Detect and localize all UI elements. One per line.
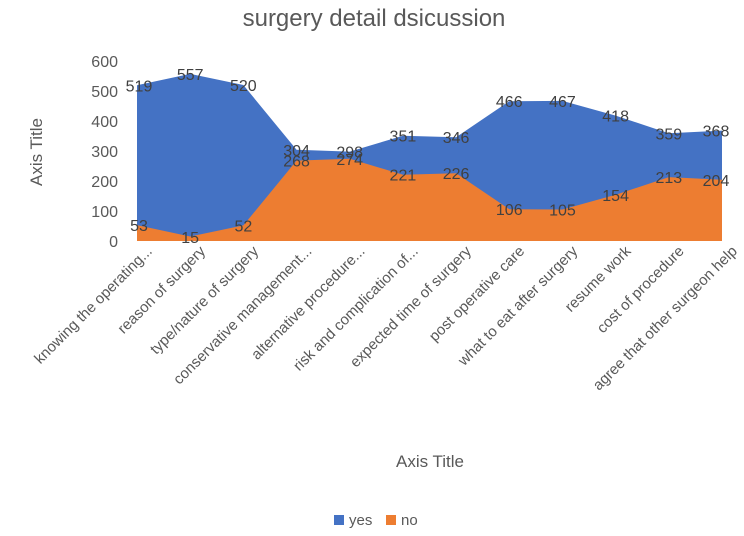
data-label-no: 226 xyxy=(443,166,470,183)
data-label-no: 204 xyxy=(703,173,730,190)
data-label-yes: 520 xyxy=(230,78,257,95)
chart-title: surgery detail dsicussion xyxy=(243,5,506,32)
data-label-no: 268 xyxy=(283,154,310,171)
y-tick-label: 0 xyxy=(109,234,118,251)
x-axis: knowing the operating...reason of surger… xyxy=(31,242,741,394)
data-label-no: 213 xyxy=(655,170,682,187)
data-label-yes: 418 xyxy=(602,109,629,126)
data-label-yes: 351 xyxy=(390,129,417,146)
data-labels: 519 557 520 304 298 351 346 466 467 418 359 368 53 15… xyxy=(126,67,730,247)
area-no xyxy=(137,158,722,241)
data-label-no: 15 xyxy=(181,230,199,247)
data-label-no: 221 xyxy=(390,168,417,185)
data-label-no: 52 xyxy=(234,218,252,235)
x-axis-title: Axis Title xyxy=(396,452,464,471)
legend-label-yes: yes xyxy=(349,512,372,529)
data-label-yes: 346 xyxy=(443,130,470,147)
data-label-no: 105 xyxy=(549,203,576,220)
y-tick-label: 600 xyxy=(91,54,118,71)
data-label-yes: 298 xyxy=(336,145,363,162)
y-tick-label: 400 xyxy=(91,114,118,131)
data-label-no: 274 xyxy=(336,152,363,169)
data-label-yes: 467 xyxy=(549,94,576,111)
data-label-yes: 359 xyxy=(655,126,682,143)
data-label-yes: 304 xyxy=(283,143,310,160)
y-axis: 0 100 200 300 400 500 600 xyxy=(91,54,118,251)
plot-area xyxy=(137,73,722,242)
data-label-no: 106 xyxy=(496,202,523,219)
y-tick-label: 300 xyxy=(91,144,118,161)
y-tick-label: 200 xyxy=(91,174,118,191)
legend-swatch-yes xyxy=(334,515,344,525)
y-tick-label: 500 xyxy=(91,84,118,101)
y-tick-label: 100 xyxy=(91,204,118,221)
legend: yes no xyxy=(334,512,418,529)
data-label-yes: 368 xyxy=(703,124,730,141)
y-axis-title: Axis Title xyxy=(27,118,46,186)
data-label-yes: 466 xyxy=(496,94,523,111)
data-label-yes: 519 xyxy=(126,78,153,95)
x-tick-label: post operative care xyxy=(426,243,528,345)
data-label-no: 154 xyxy=(602,188,629,205)
data-label-no: 53 xyxy=(130,218,148,235)
data-label-yes: 557 xyxy=(177,67,204,84)
legend-swatch-no xyxy=(386,515,396,525)
legend-label-no: no xyxy=(401,512,418,529)
